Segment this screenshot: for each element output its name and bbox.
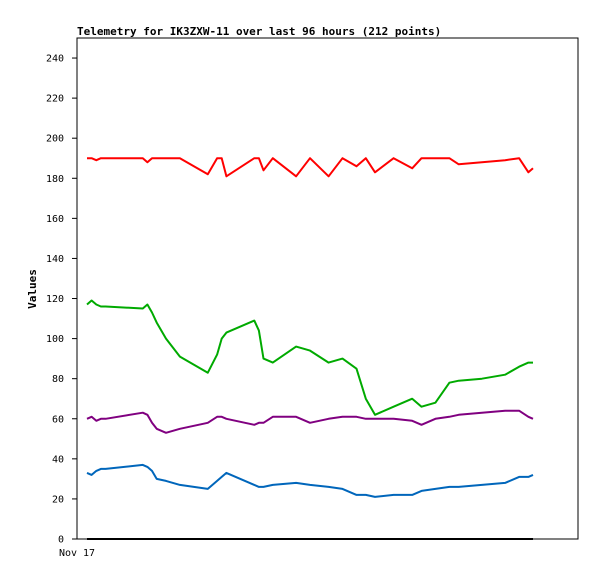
y-axis-label: Values: [26, 269, 39, 309]
y-tick-label: 200: [46, 134, 64, 145]
y-tick-label: 240: [46, 54, 64, 65]
y-tick-label: 80: [52, 374, 64, 385]
y-tick-label: 140: [46, 254, 64, 265]
y-tick-label: 180: [46, 174, 64, 185]
y-tick-label: 220: [46, 94, 64, 105]
y-tick-label: 60: [52, 414, 64, 425]
series-line-1: [86, 299, 533, 416]
series-line-3: [86, 463, 534, 498]
series-line-0: [87, 157, 534, 178]
y-axis: 0 20 40 60 80 100 120 140 160 180 200 220 240: [46, 54, 77, 546]
y-tick-label: 20: [52, 494, 64, 505]
y-tick-label: 40: [52, 454, 64, 465]
series-group: [86, 157, 534, 540]
y-tick-label: 120: [46, 294, 64, 305]
y-tick-label: 0: [58, 535, 64, 546]
series-line-2: [86, 409, 534, 434]
x-axis: Nov 17: [59, 548, 95, 559]
chart-title: Telemetry for IK3ZXW-11 over last 96 hou…: [77, 25, 441, 38]
y-tick-label: 100: [46, 334, 64, 345]
y-tick-label: 160: [46, 214, 64, 225]
plot-frame: [76, 37, 579, 540]
x-tick-label: Nov 17: [59, 548, 95, 559]
